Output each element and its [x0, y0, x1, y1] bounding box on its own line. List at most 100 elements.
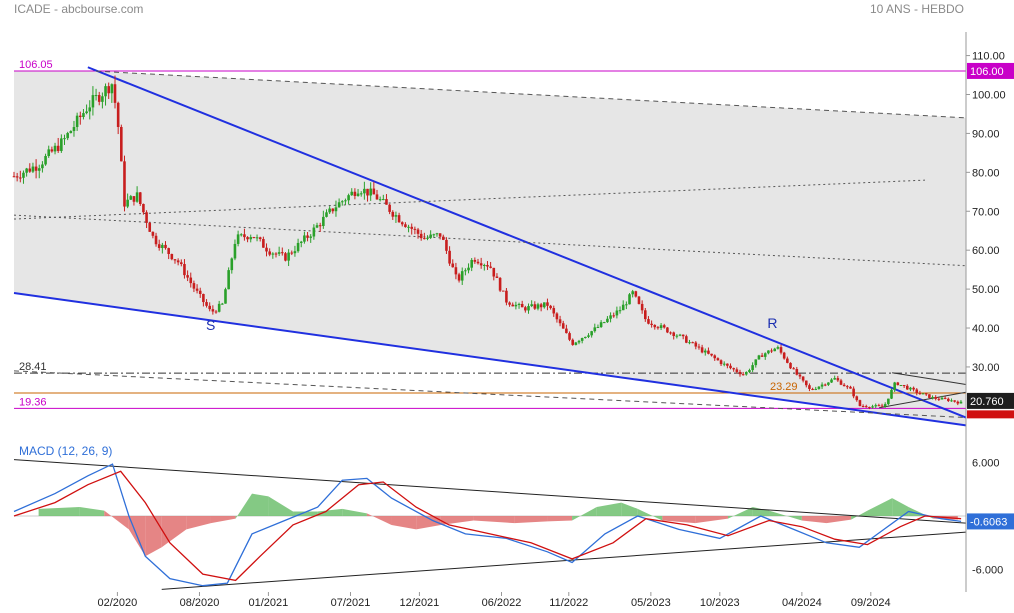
candle-body	[675, 335, 679, 337]
candle-body	[950, 400, 953, 402]
candle-body	[555, 313, 559, 320]
candle-body	[287, 252, 290, 261]
last-price-badge-text: 20.760	[970, 396, 1004, 408]
candle-body	[413, 228, 417, 230]
trendline-5	[13, 370, 967, 419]
y-tick-label: 30.00	[972, 362, 1000, 374]
candle-body	[331, 208, 335, 212]
candle-body	[688, 342, 691, 344]
candle-body	[154, 235, 158, 245]
x-tick-label: 06/2022	[482, 597, 522, 609]
candle-body	[505, 290, 508, 303]
candle-body	[135, 192, 139, 202]
candle-body	[104, 86, 107, 97]
candle-body	[609, 315, 612, 319]
trendline-3	[13, 179, 925, 220]
macd-histogram-bar	[252, 493, 269, 516]
candle-body	[138, 192, 142, 204]
candle-body	[41, 164, 44, 169]
candle-body	[63, 138, 66, 140]
candle-body	[883, 404, 887, 407]
macd-histogram-bar	[621, 502, 638, 516]
candle-body	[145, 212, 148, 223]
candle-body	[107, 86, 110, 94]
candle-body	[473, 259, 477, 262]
candle-body	[265, 247, 268, 252]
candle-body	[82, 113, 85, 117]
candle-body	[483, 264, 486, 266]
y-tick-label: 40.00	[972, 323, 1000, 335]
candle-body	[167, 248, 170, 255]
macd-histogram-bar	[801, 516, 827, 524]
candle-body	[451, 263, 455, 268]
price-badge	[967, 62, 1014, 79]
candle-body	[230, 258, 234, 271]
candle-body	[716, 358, 720, 361]
candle-body	[268, 251, 271, 255]
candle-body	[893, 382, 896, 390]
candle-body	[691, 342, 694, 344]
candle-body	[741, 374, 745, 376]
candle-body	[255, 237, 259, 239]
candle-body	[565, 328, 568, 334]
candle-body	[912, 387, 915, 390]
candle-body	[770, 350, 773, 352]
candle-body	[653, 324, 657, 328]
candle-body	[864, 406, 868, 408]
candle-body	[101, 96, 104, 102]
candle-body	[161, 244, 164, 249]
candle-body	[281, 252, 284, 254]
candle-body	[202, 293, 205, 303]
y-tick-label: 50.00	[972, 284, 1000, 296]
candle-body	[814, 388, 818, 390]
candle-body	[909, 387, 912, 390]
candle-body	[356, 193, 360, 197]
macd-histogram-bar	[210, 516, 236, 524]
candle-body	[31, 166, 35, 172]
hline-label-1: 28.41	[19, 361, 47, 373]
hline-label-3: 19.36	[19, 396, 47, 408]
candle-body	[189, 277, 193, 284]
candle-body	[707, 350, 710, 354]
price-panel: 106.05 28.41 23.29 19.36 S R	[12, 40, 967, 437]
candle-body	[479, 263, 483, 266]
candle-body	[508, 302, 511, 305]
candle-body	[697, 346, 701, 348]
trendline-0	[87, 66, 967, 419]
macd-histogram-bar	[547, 516, 573, 522]
trendline-2	[96, 70, 967, 119]
candles	[12, 75, 963, 410]
candle-body	[745, 372, 748, 375]
candle-body	[871, 406, 874, 408]
candle-body	[205, 302, 208, 306]
candle-body	[116, 102, 120, 127]
channel-shading	[14, 70, 966, 426]
candle-body	[533, 304, 537, 309]
y-tick-label: 110.00	[972, 51, 1005, 63]
x-tick-label: 04/2024	[782, 597, 822, 609]
y-tick-label: 90.00	[972, 128, 1000, 140]
candle-body	[385, 199, 388, 205]
candle-body	[476, 261, 480, 264]
candle-body	[211, 309, 215, 312]
candle-body	[868, 407, 871, 409]
candle-body	[12, 176, 16, 178]
macd-trendline-0	[13, 459, 967, 524]
candle-body	[435, 233, 439, 235]
candle-body	[195, 288, 199, 291]
candle-body	[662, 325, 666, 328]
candle-body	[72, 127, 76, 132]
candle-body	[947, 398, 950, 401]
candle-body	[571, 339, 575, 345]
candle-body	[198, 290, 202, 294]
candle-body	[700, 347, 704, 353]
candle-body	[243, 234, 246, 238]
candle-body	[347, 195, 350, 201]
candle-body	[284, 253, 287, 261]
candle-body	[34, 166, 38, 171]
candle-body	[577, 340, 581, 343]
candle-body	[129, 196, 133, 200]
candle-body	[833, 378, 836, 380]
candle-body	[214, 311, 218, 313]
